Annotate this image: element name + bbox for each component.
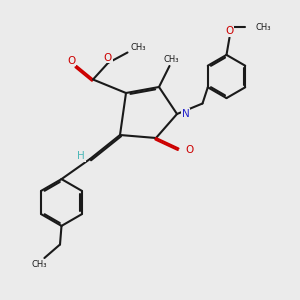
- Text: CH₃: CH₃: [255, 23, 271, 32]
- Text: CH₃: CH₃: [31, 260, 47, 269]
- Text: H: H: [77, 151, 85, 161]
- Text: O: O: [185, 145, 194, 155]
- Text: O: O: [104, 52, 112, 63]
- Text: CH₃: CH₃: [130, 43, 146, 52]
- Text: N: N: [182, 109, 189, 119]
- Text: CH₃: CH₃: [163, 55, 179, 64]
- Text: O: O: [67, 56, 75, 66]
- Text: O: O: [225, 26, 234, 37]
